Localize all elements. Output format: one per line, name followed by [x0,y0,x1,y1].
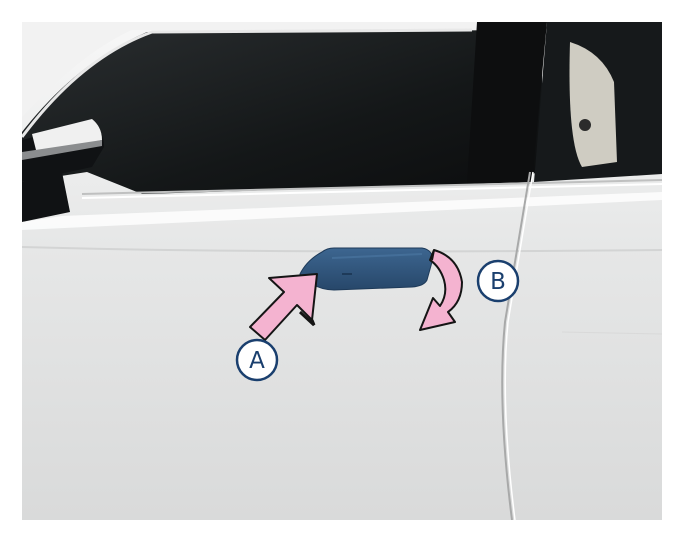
door-handle [299,247,433,291]
callout-b-label: B [490,269,506,295]
window-frame-top [22,28,473,138]
door-upper-edge [22,192,662,230]
b-pillar [467,22,547,184]
door-scene: A B [22,22,662,520]
roof-panel [22,22,662,117]
callout-a: A [235,338,279,382]
door-seam [501,171,531,520]
car-door-illustration: A B [22,22,662,520]
window-glass [22,30,542,194]
callout-a-label: A [249,348,265,374]
window-beltline-shadow [81,183,662,199]
rear-body-line [561,331,662,335]
rear-interior-knob [579,119,591,131]
door-seam-highlight [504,171,534,520]
window-beltline [81,179,662,195]
push-arrow-icon [249,273,318,341]
body-character-line [22,246,662,253]
rotate-arrow-icon [419,249,463,331]
callout-b: B [476,259,520,303]
side-mirror [22,119,104,222]
rear-interior [569,42,617,167]
